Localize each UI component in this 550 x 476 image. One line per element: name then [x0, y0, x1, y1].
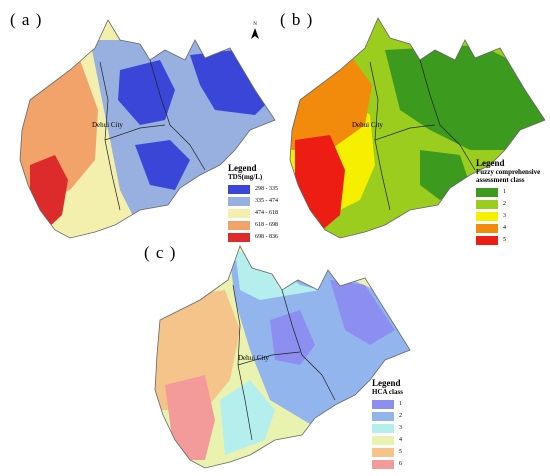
legend-c-row: 2: [372, 410, 432, 422]
panel-label-c: ( c ): [144, 243, 177, 262]
legend-c-label-3: 3: [399, 425, 402, 431]
fuzzy-class-1-area-1: [385, 45, 545, 150]
tds-class-298-335-area-3: [135, 140, 190, 190]
legend-swatch: [228, 208, 250, 218]
legend-c-label-1: 1: [399, 401, 402, 407]
city-label-b: Dehui City: [352, 121, 383, 129]
legend-swatch: [372, 459, 394, 469]
hca-class-5-area: [155, 290, 240, 410]
hca-class-1-area-1: [330, 280, 395, 345]
map-b-boundary-2: [419, 59, 476, 171]
legend-b-label-1: 1: [503, 189, 506, 195]
legend-b-label-2: 2: [503, 201, 506, 207]
legend-a-label-2: 335 - 474: [255, 198, 278, 204]
legend-a-row: 698 - 836: [228, 231, 288, 243]
legend-c-row: 5: [372, 446, 432, 458]
legend-swatch: [228, 184, 250, 194]
legend-a-label-4: 618 - 698: [255, 222, 278, 228]
panel-label-a: ( a ): [10, 10, 43, 29]
legend-a-row: 335 - 474: [228, 195, 288, 207]
legend-a-row: 618 - 698: [228, 219, 288, 231]
legend-swatch: [476, 235, 498, 245]
city-label-a: Dehui City: [92, 121, 123, 129]
legend-swatch: [228, 196, 250, 206]
legend-b-title: Legend: [476, 158, 505, 168]
legend-b-label-3: 3: [503, 213, 506, 219]
hca-class-3-area-2: [220, 380, 275, 455]
legend-c-row: 3: [372, 422, 432, 434]
legend-c-label-2: 2: [399, 413, 402, 419]
legend-swatch: [476, 223, 498, 233]
legend-c-label-5: 5: [399, 449, 402, 455]
legend-b-label-4: 4: [503, 225, 506, 231]
map-a-boundary-2: [149, 59, 206, 171]
legend-swatch: [228, 220, 250, 230]
legend-c-label-4: 4: [399, 437, 402, 443]
legend-b-row: 5: [476, 234, 548, 246]
legend-a-label-1: 298 - 335: [255, 186, 278, 192]
legend-swatch: [372, 423, 394, 433]
legend-a-row: 474 - 618: [228, 207, 288, 219]
legend-a-label-3: 474 - 618: [255, 210, 278, 216]
legend-b: Legend Fuzzy comprehensive assessment cl…: [476, 158, 548, 246]
legend-b-row: 2: [476, 198, 548, 210]
legend-b-row: 3: [476, 210, 548, 222]
city-label-c: Dehui City: [238, 354, 269, 362]
map-c-outline: [154, 245, 411, 469]
legend-c: Legend HCA class 1 2 3 4 5 6: [372, 378, 432, 470]
map-b-boundary-3: [374, 124, 436, 141]
tds-class-298-335-area-1: [118, 60, 175, 125]
map-a-boundary-3: [104, 124, 166, 141]
north-arrow-icon: [251, 28, 259, 39]
legend-a: Legend TDS(mg/L) 298 - 335 335 - 474 474…: [228, 163, 288, 243]
legend-b-subtitle: Fuzzy comprehensive assessment class: [476, 168, 541, 184]
legend-swatch: [476, 211, 498, 221]
north-arrow-label: N: [253, 22, 257, 27]
legend-swatch: [372, 411, 394, 421]
tds-class-298-335-area-2: [190, 50, 275, 115]
map-a-outline: [19, 19, 276, 239]
legend-a-subtitle: TDS(mg/L): [228, 173, 263, 181]
map-b-outline: [289, 17, 546, 239]
legend-a-title: Legend: [228, 163, 257, 173]
legend-swatch: [476, 199, 498, 209]
legend-c-subtitle: HCA class: [372, 388, 403, 396]
legend-c-row: 4: [372, 434, 432, 446]
legend-swatch: [372, 399, 394, 409]
map-c-boundary-2: [281, 289, 336, 401]
legend-c-title: Legend: [372, 378, 401, 388]
legend-b-label-5: 5: [503, 237, 506, 243]
legend-a-row: 298 - 335: [228, 183, 288, 195]
legend-c-row: 1: [372, 398, 432, 410]
legend-b-row: 1: [476, 186, 548, 198]
legend-swatch: [476, 187, 498, 197]
legend-a-label-5: 698 - 836: [255, 234, 278, 240]
legend-swatch: [228, 232, 250, 242]
legend-swatch: [372, 435, 394, 445]
map-c-boundary-3: [237, 351, 301, 366]
legend-c-row: 6: [372, 458, 432, 470]
hca-class-6-area: [165, 375, 215, 460]
legend-swatch: [372, 447, 394, 457]
panel-label-b: ( b ): [280, 10, 314, 29]
legend-b-row: 4: [476, 222, 548, 234]
legend-c-label-6: 6: [399, 461, 402, 467]
hca-class-1-area-2: [270, 310, 315, 365]
